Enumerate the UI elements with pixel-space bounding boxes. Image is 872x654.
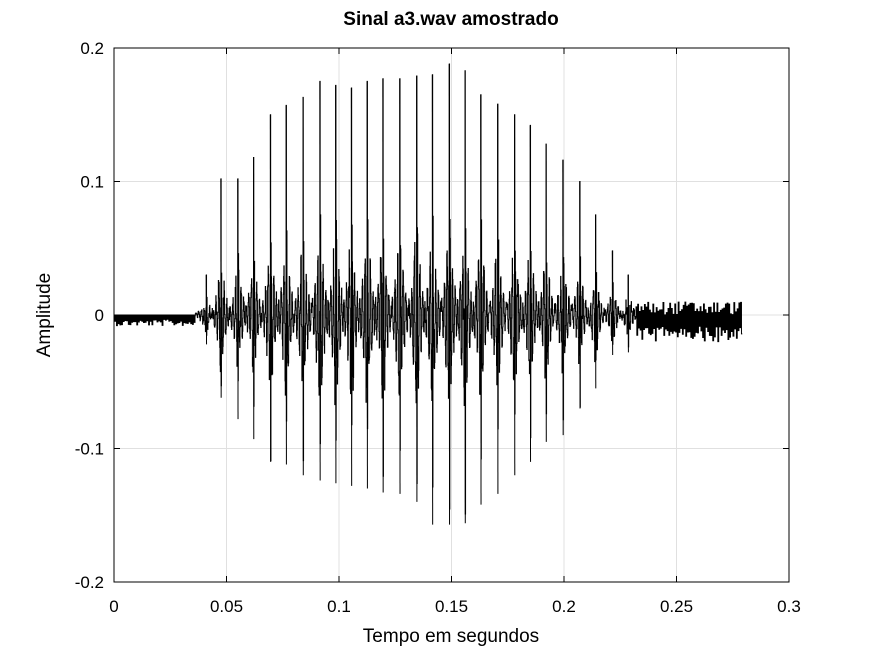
x-tick-label: 0.25 (660, 597, 693, 616)
x-tick-label: 0 (109, 597, 118, 616)
tick-labels: 0 0.05 0.1 0.15 0.2 0.25 0.3 -0.2 -0.1 0 0.1 0.2 (75, 39, 801, 616)
x-tick-label: 0.1 (327, 597, 351, 616)
y-tick-label: -0.2 (75, 573, 104, 592)
x-tick-label: 0.05 (210, 597, 243, 616)
y-axis-label: Amplitude (34, 273, 55, 358)
signal-line (114, 63, 743, 515)
y-tick-label: -0.1 (75, 440, 104, 459)
axis-ticks (113, 47, 790, 583)
y-tick-label: 0 (95, 306, 104, 325)
y-tick-label: 0.1 (80, 173, 104, 192)
series-layer (114, 63, 743, 525)
y-tick-label: 0.2 (80, 39, 104, 58)
x-tick-label: 0.2 (552, 597, 576, 616)
x-tick-label: 0.15 (435, 597, 468, 616)
chart-title: Sinal a3.wav amostrado (343, 9, 558, 30)
x-tick-label: 0.3 (777, 597, 801, 616)
x-axis-label: Tempo em segundos (363, 626, 539, 647)
